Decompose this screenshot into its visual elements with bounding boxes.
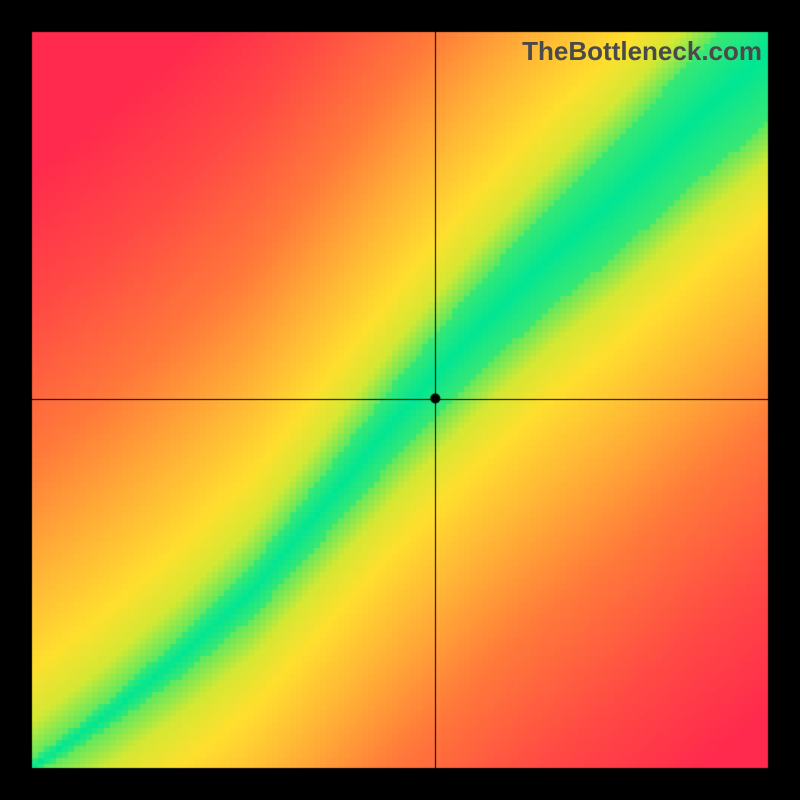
bottleneck-heatmap [0,0,800,800]
watermark-text: TheBottleneck.com [522,36,762,67]
chart-container: TheBottleneck.com [0,0,800,800]
